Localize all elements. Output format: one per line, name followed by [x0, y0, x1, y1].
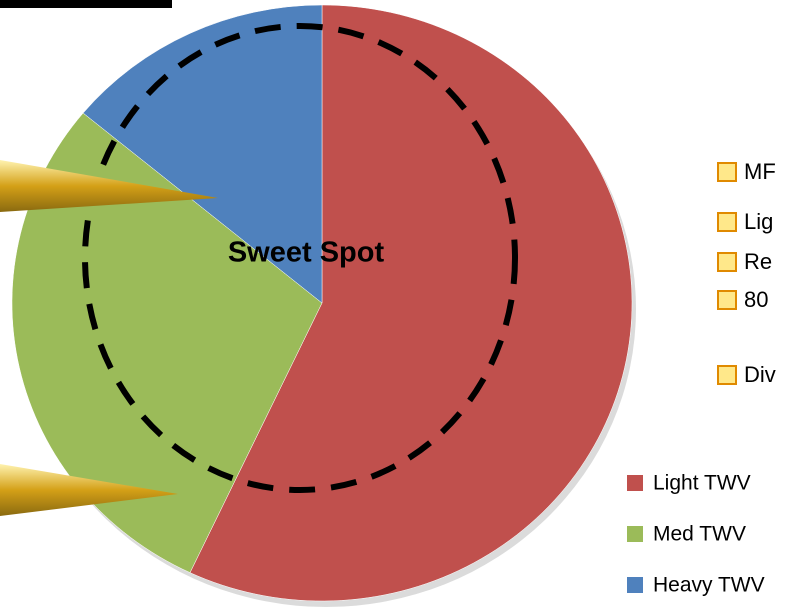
- note-text: Div: [744, 362, 776, 387]
- bullet: [717, 212, 737, 232]
- legend-swatch: [627, 577, 643, 593]
- sweet-spot-ring: [82, 23, 518, 493]
- note-text: Re: [744, 249, 772, 274]
- bullet: [717, 365, 737, 385]
- legend-label: Med TWV: [653, 523, 746, 546]
- legend: Light TWV Med TWV Heavy TWV: [627, 472, 765, 597]
- bullet: [717, 162, 737, 182]
- pointer: [0, 160, 218, 212]
- legend-swatch: [627, 526, 643, 542]
- note-text: 80: [744, 287, 768, 312]
- legend-label: Heavy TWV: [653, 574, 765, 597]
- legend-label: Light TWV: [653, 472, 751, 495]
- pie: [11, 4, 636, 607]
- note-text: MF: [744, 159, 776, 184]
- notes: MF Lig Re 80 Div: [717, 159, 776, 387]
- bullet: [717, 290, 737, 310]
- pie-slice: [82, 4, 323, 304]
- pointer: [0, 464, 178, 516]
- bullet: [717, 252, 737, 272]
- note-text: Lig: [744, 209, 773, 234]
- annotation: Sweet Spot: [228, 237, 385, 269]
- header-bar: [0, 0, 172, 8]
- pie-slice: [189, 4, 633, 602]
- legend-swatch: [627, 475, 643, 491]
